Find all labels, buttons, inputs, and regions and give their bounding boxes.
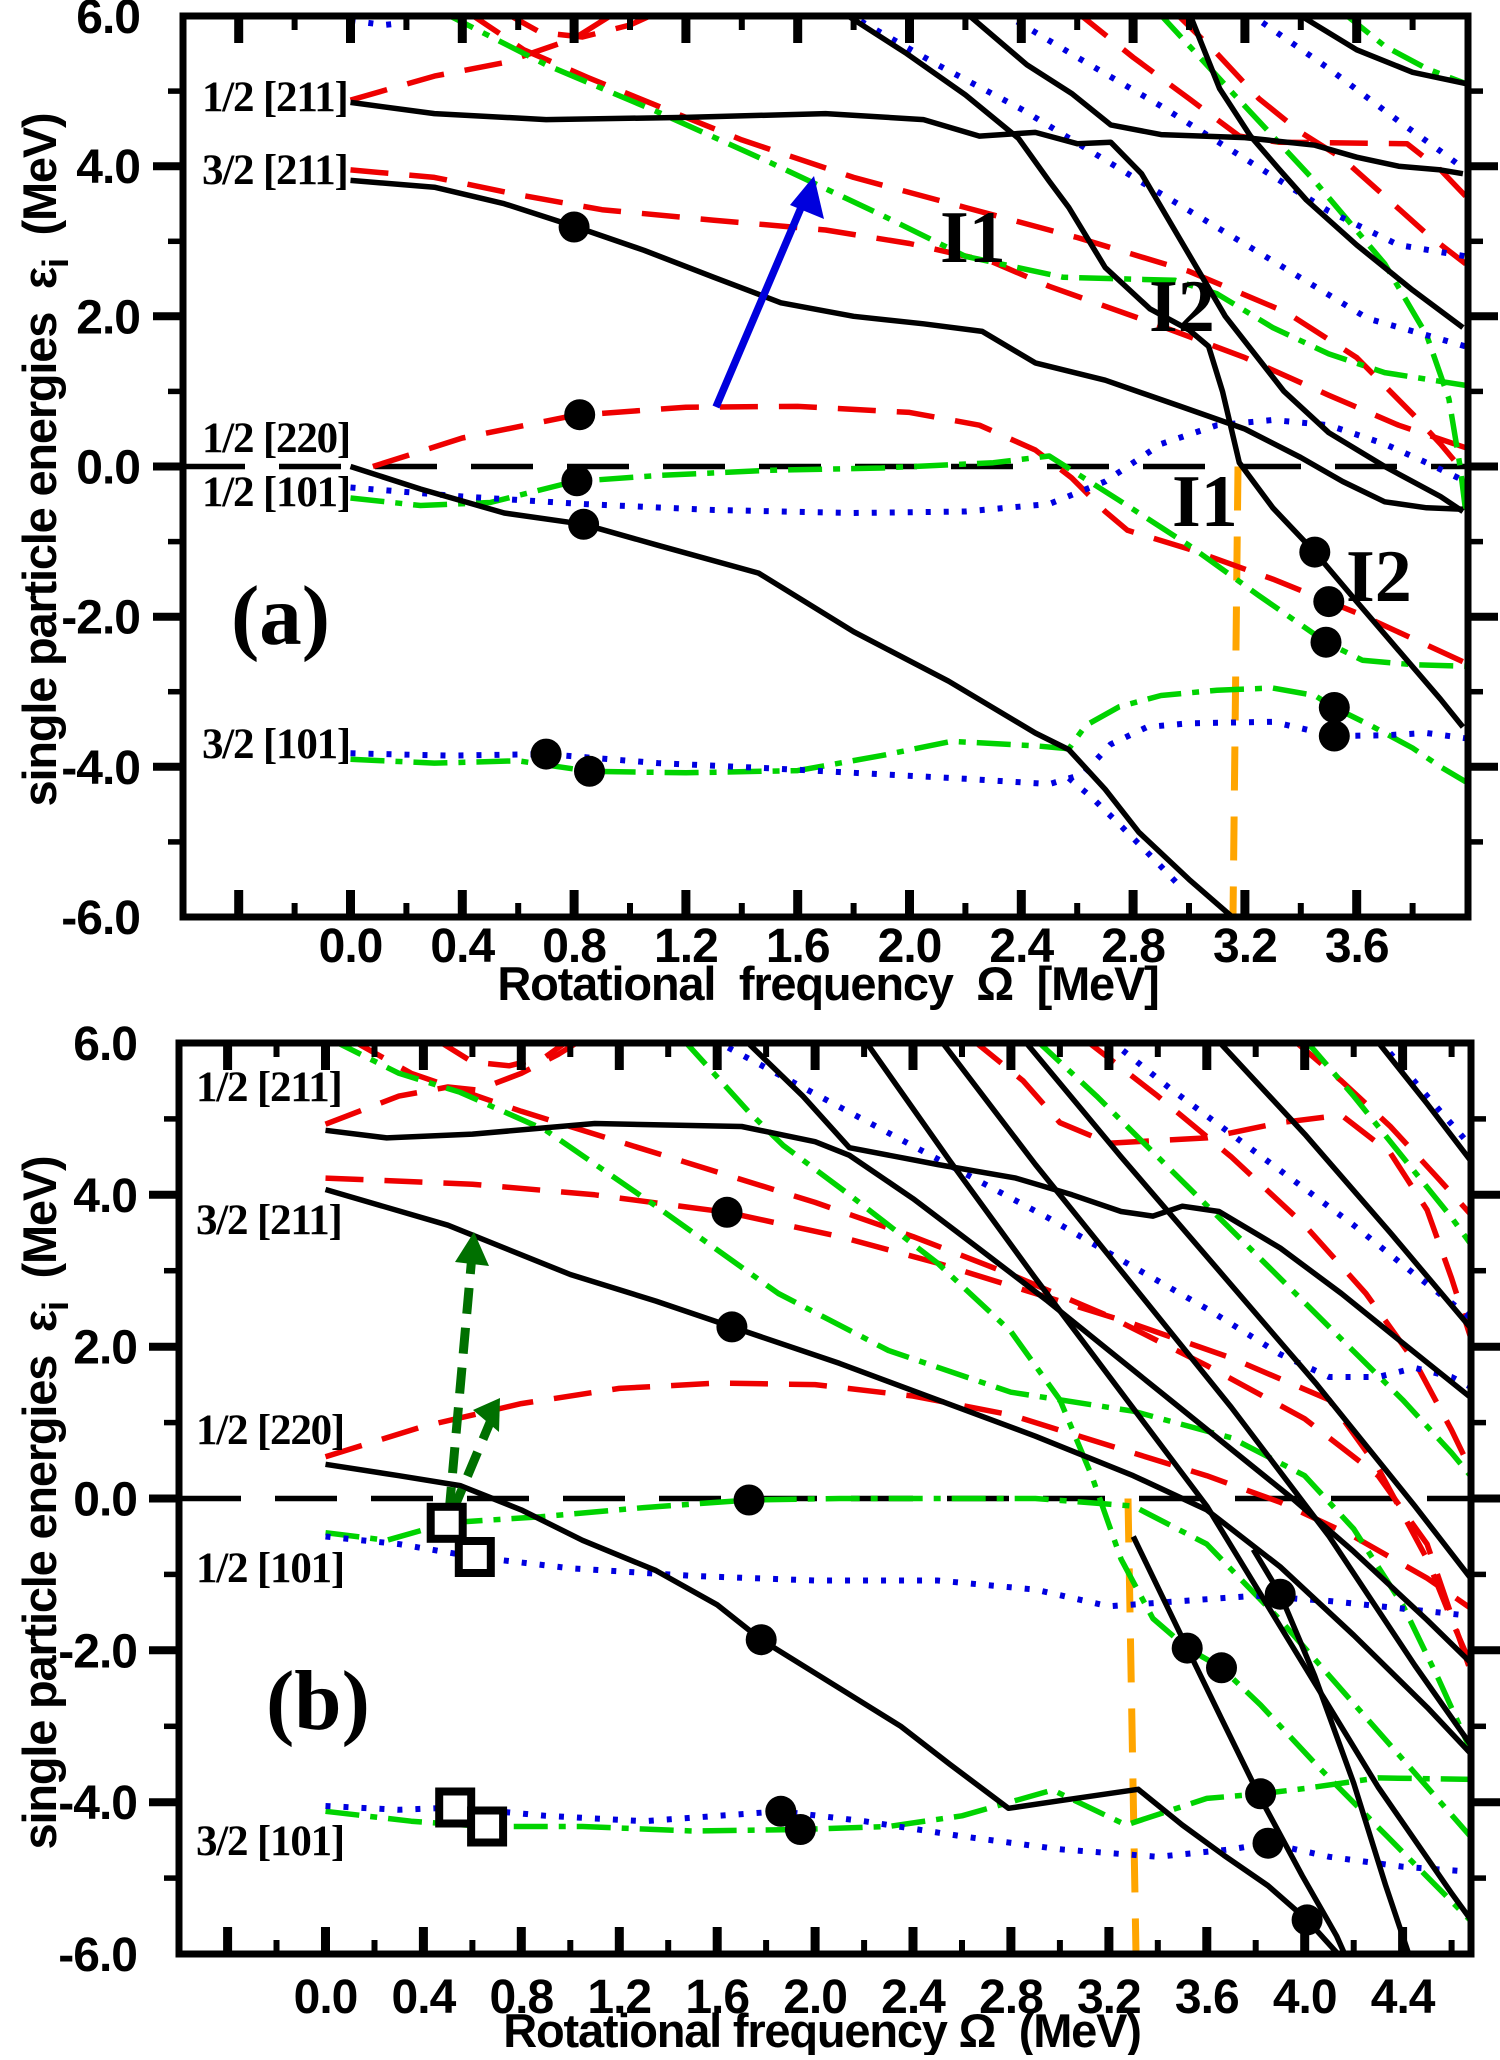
svg-text:-6.0: -6.0 xyxy=(58,1929,137,1982)
svg-text:(b): (b) xyxy=(266,1654,370,1748)
svg-text:1/2 [211]: 1/2 [211] xyxy=(202,74,348,121)
svg-text:1/2 [220]: 1/2 [220] xyxy=(202,415,350,462)
svg-text:2.4: 2.4 xyxy=(881,1971,946,2024)
svg-text:-2.0: -2.0 xyxy=(61,592,140,645)
svg-text:1/2 [101]: 1/2 [101] xyxy=(202,469,350,516)
svg-text:I1: I1 xyxy=(940,197,1006,279)
svg-text:2.8: 2.8 xyxy=(979,1971,1043,2024)
svg-text:0.4: 0.4 xyxy=(392,1971,457,2024)
svg-text:0.8: 0.8 xyxy=(489,1971,553,2024)
svg-text:0.8: 0.8 xyxy=(542,920,606,973)
svg-text:3.2: 3.2 xyxy=(1077,1971,1141,2024)
svg-text:2.0: 2.0 xyxy=(783,1971,847,2024)
svg-text:4.0: 4.0 xyxy=(73,1170,137,1223)
svg-text:3/2 [211]: 3/2 [211] xyxy=(202,147,348,194)
svg-text:1.6: 1.6 xyxy=(766,920,830,973)
svg-text:single particle energies εi: single particle energies εi (MeV) xyxy=(13,1157,76,1850)
svg-text:-2.0: -2.0 xyxy=(58,1625,137,1678)
svg-text:I2: I2 xyxy=(1149,266,1215,348)
svg-text:1.2: 1.2 xyxy=(587,1971,651,2024)
svg-text:0.0: 0.0 xyxy=(73,1474,137,1527)
svg-text:4.4: 4.4 xyxy=(1371,1971,1436,2024)
svg-text:I2: I2 xyxy=(1346,536,1412,618)
svg-text:-4.0: -4.0 xyxy=(58,1777,137,1830)
svg-text:3.6: 3.6 xyxy=(1325,920,1389,973)
svg-text:Rotational frequency Ω (MeV): Rotational frequency Ω (MeV) xyxy=(503,2004,1140,2055)
svg-text:0.0: 0.0 xyxy=(76,442,140,495)
svg-text:3.2: 3.2 xyxy=(1213,920,1277,973)
svg-text:0.0: 0.0 xyxy=(319,920,383,973)
svg-text:3.6: 3.6 xyxy=(1175,1971,1239,2024)
svg-text:3/2 [211]: 3/2 [211] xyxy=(196,1197,342,1244)
svg-text:0.0: 0.0 xyxy=(294,1971,358,2024)
svg-text:1/2 [101]: 1/2 [101] xyxy=(196,1545,344,1592)
svg-text:I1: I1 xyxy=(1172,461,1238,543)
svg-text:2.4: 2.4 xyxy=(989,920,1054,973)
svg-text:2.0: 2.0 xyxy=(878,920,942,973)
svg-text:4.0: 4.0 xyxy=(76,141,140,194)
svg-text:6.0: 6.0 xyxy=(76,0,140,44)
svg-text:-4.0: -4.0 xyxy=(61,742,140,795)
svg-text:1/2 [211]: 1/2 [211] xyxy=(196,1064,342,1111)
svg-text:1/2 [220]: 1/2 [220] xyxy=(196,1407,344,1454)
svg-text:2.0: 2.0 xyxy=(76,291,140,344)
svg-text:2.8: 2.8 xyxy=(1101,920,1165,973)
svg-text:3/2 [101]: 3/2 [101] xyxy=(196,1818,344,1865)
svg-text:1.6: 1.6 xyxy=(685,1971,749,2024)
svg-text:0.4: 0.4 xyxy=(430,920,495,973)
svg-text:1.2: 1.2 xyxy=(654,920,718,973)
svg-text:6.0: 6.0 xyxy=(73,1018,137,1071)
svg-text:2.0: 2.0 xyxy=(73,1322,137,1375)
svg-text:4.0: 4.0 xyxy=(1273,1971,1337,2024)
svg-text:single particle energies εi: single particle energies εi (MeV) xyxy=(13,114,76,807)
svg-text:3/2 [101]: 3/2 [101] xyxy=(202,721,350,768)
svg-text:(a): (a) xyxy=(231,569,330,663)
svg-text:Rotational frequency Ω [MeV: Rotational frequency Ω [MeV] xyxy=(497,957,1158,1010)
svg-text:-6.0: -6.0 xyxy=(61,892,140,945)
